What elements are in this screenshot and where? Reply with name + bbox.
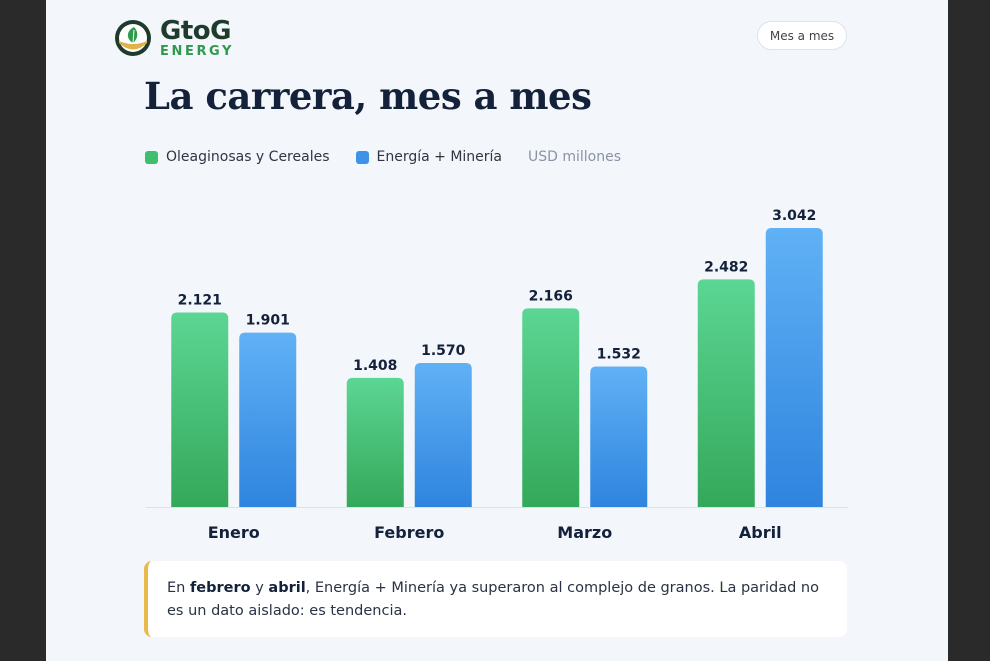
legend-label: Oleaginosas y Cereales <box>166 149 330 165</box>
bar-abril-oleaginosas <box>697 279 755 507</box>
legend-swatch-blue <box>355 150 369 164</box>
brand-logo: GtoG ENERGY <box>114 18 234 58</box>
bar-enero-energia <box>239 332 297 507</box>
bar-chart: 2.121 1.901 Enero 1.408 1.570 Febrero 2.166 1.5… <box>146 208 848 542</box>
chart-legend: Oleaginosas y Cereales Energía + Minería… <box>145 149 621 165</box>
x-tick-label: Marzo <box>557 523 612 542</box>
x-tick-label: Enero <box>208 523 260 542</box>
bar-value-label: 1.408 <box>353 358 397 374</box>
brand-sub: ENERGY <box>160 44 235 59</box>
bar-marzo-oleaginosas <box>522 308 580 507</box>
legend-item-oleaginosas: Oleaginosas y Cereales <box>145 149 330 165</box>
legend-item-energia: Energía + Minería <box>355 149 503 165</box>
legend-label: Energía + Minería <box>376 149 503 165</box>
bar-value-label: 1.532 <box>597 346 641 362</box>
brand-name: GtoG <box>160 16 231 46</box>
bar-value-label: 1.570 <box>421 343 466 359</box>
note-text: y <box>250 580 269 596</box>
note-text: , Energía + Minería ya superaron al comp… <box>167 580 819 619</box>
bar-febrero-energia <box>414 363 472 507</box>
bar-value-label: 3.042 <box>772 208 816 224</box>
bar-value-label: 2.121 <box>178 292 222 308</box>
x-tick-label: Abril <box>739 523 782 542</box>
bar-abril-energia <box>765 228 823 507</box>
bar-value-label: 1.901 <box>246 313 290 329</box>
legend-unit: USD millones <box>528 149 622 165</box>
insight-note: En febrero y abril, Energía + Minería ya… <box>144 561 847 637</box>
bar-febrero-oleaginosas <box>346 377 404 507</box>
period-toggle-button[interactable]: Mes a mes <box>757 21 847 50</box>
note-bold-abril: abril <box>268 580 306 596</box>
page-title: La carrera, mes a mes <box>144 74 592 118</box>
x-tick-label: Febrero <box>374 523 444 542</box>
bar-value-label: 2.482 <box>704 259 748 275</box>
bar-value-label: 2.166 <box>529 288 573 304</box>
bar-enero-oleaginosas <box>171 312 229 507</box>
note-text: En <box>167 580 190 596</box>
legend-swatch-green <box>145 150 158 164</box>
bar-marzo-energia <box>590 366 648 507</box>
note-bold-febrero: febrero <box>189 580 251 596</box>
slide: GtoG ENERGY Mes a mes La carrera, mes a … <box>46 0 948 661</box>
leaf-icon <box>115 20 151 56</box>
